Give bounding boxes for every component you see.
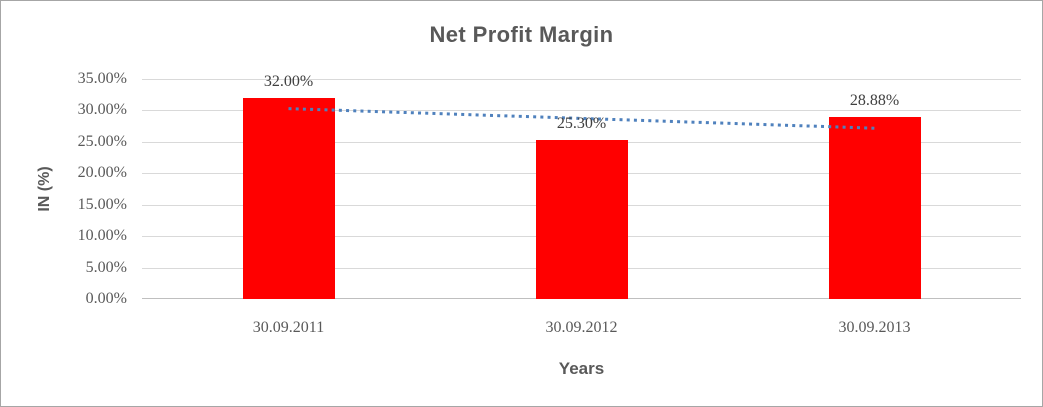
y-tick-label: 15.00% <box>77 195 127 213</box>
data-label: 32.00% <box>263 72 314 90</box>
bar-30.09.2013 <box>828 117 921 299</box>
y-tick-label: 0.00% <box>85 290 127 307</box>
trendline <box>288 107 875 130</box>
x-axis-title: Years <box>558 359 605 378</box>
data-label: 25.30% <box>556 114 607 132</box>
plot-area <box>142 79 1021 299</box>
bar-30.09.2012 <box>535 139 628 299</box>
chart-title: Net Profit Margin <box>429 22 614 47</box>
x-tick-label: 30.09.2013 <box>838 319 911 336</box>
y-tick-label: 10.00% <box>77 227 127 245</box>
y-tick-label: 25.00% <box>77 132 127 150</box>
data-label: 28.88% <box>849 92 900 110</box>
y-tick-label: 35.00% <box>77 70 127 87</box>
bar-30.09.2011 <box>242 97 335 299</box>
y-tick-label: 5.00% <box>85 258 127 276</box>
x-tick-label: 30.09.2011 <box>252 319 325 336</box>
gridline <box>142 110 1021 112</box>
x-tick-label: 30.09.2012 <box>545 319 618 336</box>
y-tick-label: 20.00% <box>77 164 127 182</box>
gridline <box>142 79 1021 80</box>
y-tick-label: 30.00% <box>77 101 127 119</box>
